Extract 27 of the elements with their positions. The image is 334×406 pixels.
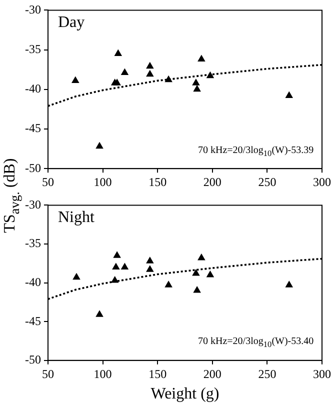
x-tick-label: 300 <box>313 366 331 381</box>
y-tick-label: -35 <box>24 42 41 56</box>
y-tick-label: -45 <box>24 314 41 328</box>
x-tick-label: 100 <box>94 174 112 189</box>
y-tick-label: -30 <box>24 2 41 16</box>
annotation: 70 kHz=20/3log$_{10}$(W)-53.40 <box>198 336 314 350</box>
x-axis-title: Weight (g) <box>150 386 220 403</box>
y-tick-label: -40 <box>24 82 41 96</box>
x-tick-label: 200 <box>203 366 222 381</box>
x-tick-label: 150 <box>148 366 167 381</box>
y-tick-label: -45 <box>24 121 41 136</box>
x-tick-label: 200 <box>203 174 222 189</box>
annotation: Day <box>58 14 85 32</box>
x-tick-label: 300 <box>313 174 331 189</box>
y-tick-label: -30 <box>24 197 41 212</box>
annotation: 70 kHz=20/3log$_{10}$(W)-53.39 <box>198 144 314 158</box>
x-tick-label: 150 <box>148 174 167 189</box>
x-tick-label: 50 <box>42 366 54 381</box>
y-tick-label: -50 <box>24 352 41 367</box>
x-tick-label: 250 <box>258 174 276 189</box>
y-tick-label: -50 <box>24 160 41 175</box>
y-tick-label: -35 <box>24 236 41 250</box>
x-tick-label: 100 <box>94 366 112 381</box>
x-tick-label: 50 <box>42 174 54 189</box>
x-tick-label: 250 <box>258 366 276 381</box>
y-tick-label: -40 <box>24 274 41 289</box>
annotation: Night <box>58 209 94 228</box>
